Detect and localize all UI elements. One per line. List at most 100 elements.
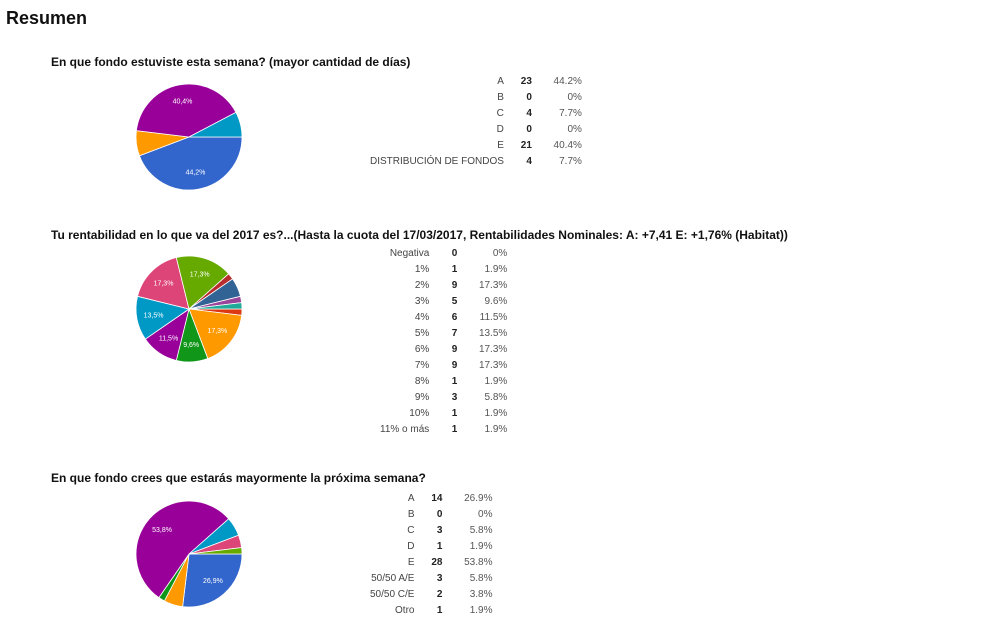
summary-row: C 3 5.8% (370, 523, 492, 539)
option-label: Otro (395, 605, 415, 616)
option-percent: 40.4% (553, 140, 582, 151)
option-label: 9% (414, 392, 430, 403)
summary-row: 10% 1 1.9% (380, 406, 507, 422)
option-label: 11% o más (380, 424, 430, 435)
option-percent: 5.8% (469, 573, 493, 584)
pie-slice-otro (188, 547, 243, 555)
option-percent: 9.6% (484, 296, 508, 307)
option-percent: 1.9% (484, 408, 508, 419)
summary-row: E 28 53.8% (370, 555, 493, 571)
option-percent: 26.9% (464, 493, 493, 504)
pie-slice-7- (175, 255, 230, 310)
option-percent: 17.3% (478, 360, 508, 371)
option-label: A (407, 493, 415, 504)
option-percent: 1.9% (484, 424, 508, 435)
question-1-title: En que fondo estuviste esta semana? (may… (51, 55, 411, 69)
option-count: 14 (431, 493, 443, 504)
option-count: 1 (451, 408, 458, 419)
summary-table-1: A 23 44.2% B 0 0% C 4 7.7% D 0 0% E 21 40.4% DISTRIBUCI… (370, 74, 582, 170)
option-count: 3 (436, 573, 443, 584)
option-percent: 7.7% (559, 156, 582, 167)
option-percent: 0% (567, 92, 582, 103)
summary-row: 7% 9 17.3% (380, 358, 507, 374)
option-label: E (497, 140, 504, 151)
option-percent: 1.9% (469, 605, 493, 616)
summary-row: 50/50 C/E 2 3.8% (370, 587, 492, 603)
pie-slice-label: 26,9% (203, 578, 223, 585)
summary-table-2: Negativa 0 0% 1% 1 1.9% 2% 9 17.3% 3% 5 9.6% 4% 6 11.5… (380, 246, 507, 438)
page-title: Resumen (6, 8, 88, 28)
pie-slice-label: 11,5% (159, 336, 178, 343)
option-count: 21 (520, 140, 532, 151)
option-count: 23 (520, 76, 532, 87)
summary-row: B 0 0% (370, 507, 493, 523)
pie-slice-label: 17,3% (190, 271, 210, 278)
option-label: 10% (409, 408, 430, 419)
option-count: 1 (451, 264, 458, 275)
option-percent: 1.9% (469, 541, 493, 552)
pie-slice-e (135, 500, 230, 599)
pie-chart-3: 26,9% 53,8% (135, 500, 243, 608)
summary-row: 6% 9 17.3% (380, 342, 507, 358)
option-count: 2 (436, 589, 443, 600)
summary-row: DISTRIBUCIÓN DE FONDOS 4 7.7% (370, 154, 582, 170)
option-label: 3% (414, 296, 430, 307)
option-label: 6% (414, 344, 430, 355)
option-percent: 11.5% (479, 312, 508, 323)
pie-slice-11-o-m-s (188, 302, 243, 310)
summary-row: 3% 5 9.6% (380, 294, 507, 310)
option-percent: 17.3% (478, 344, 508, 355)
option-count: 0 (451, 248, 458, 259)
pie-slice-distribuci-n-de-fondos (188, 111, 243, 138)
option-count: 9 (451, 280, 458, 291)
option-percent: 13.5% (478, 328, 508, 339)
pie-slice-6- (137, 257, 190, 310)
summary-row: 50/50 A/E 3 5.8% (370, 571, 492, 587)
option-count: 3 (436, 525, 443, 536)
option-count: 0 (436, 509, 443, 520)
option-count: 6 (451, 312, 458, 323)
option-label: 2% (414, 280, 430, 291)
pie-slice-e (135, 83, 237, 138)
option-percent: 0% (567, 124, 582, 135)
summary-row: Negativa 0 0% (380, 246, 507, 262)
option-label: 8% (414, 376, 430, 387)
summary-row: E 21 40.4% (370, 138, 582, 154)
option-label: 7% (414, 360, 430, 371)
pie-slice-label: 9,6% (183, 342, 199, 349)
option-label: 50/50 C/E (370, 589, 415, 600)
option-count: 0 (526, 92, 532, 103)
option-count: 3 (451, 392, 458, 403)
option-label: E (407, 557, 415, 568)
option-percent: 0% (492, 248, 508, 259)
option-count: 7 (451, 328, 458, 339)
option-percent: 1.9% (484, 264, 508, 275)
option-label: C (496, 108, 504, 119)
pie-slice-label: 17,3% (154, 280, 174, 287)
pie-chart-2: 17,3% 9,6% 11,5% 13,5% 17,3% 17,3% (135, 255, 243, 363)
option-percent: 5.8% (469, 525, 493, 536)
pie-chart-1: 44,2% 40,4% (135, 83, 243, 191)
option-percent: 53.8% (464, 557, 493, 568)
summary-row: A 14 26.9% (370, 491, 493, 507)
option-percent: 7.7% (559, 108, 582, 119)
pie-slice-label: 53,8% (152, 527, 172, 534)
summary-row: 9% 3 5.8% (380, 390, 507, 406)
summary-row: D 1 1.9% (370, 539, 492, 555)
option-percent: 1.9% (484, 376, 508, 387)
summary-row: 2% 9 17.3% (380, 278, 507, 294)
option-count: 1 (451, 376, 458, 387)
summary-row: A 23 44.2% (370, 74, 582, 90)
option-count: 9 (451, 360, 458, 371)
option-label: D (496, 124, 504, 135)
option-count: 1 (436, 541, 443, 552)
summary-row: C 4 7.7% (370, 106, 582, 122)
option-label: 4% (414, 312, 430, 323)
summary-row: B 0 0% (370, 90, 582, 106)
question-3-title: En que fondo crees que estarás mayorment… (51, 471, 426, 485)
option-percent: 3.8% (469, 589, 493, 600)
option-count: 28 (431, 557, 443, 568)
summary-table-3: A 14 26.9% B 0 0% C 3 5.8% D 1 1.9% E 28 53.8% 50/50 A/… (370, 491, 492, 619)
summary-row: Otro 1 1.9% (370, 603, 492, 619)
pie-slice-label: 13,5% (144, 312, 164, 319)
